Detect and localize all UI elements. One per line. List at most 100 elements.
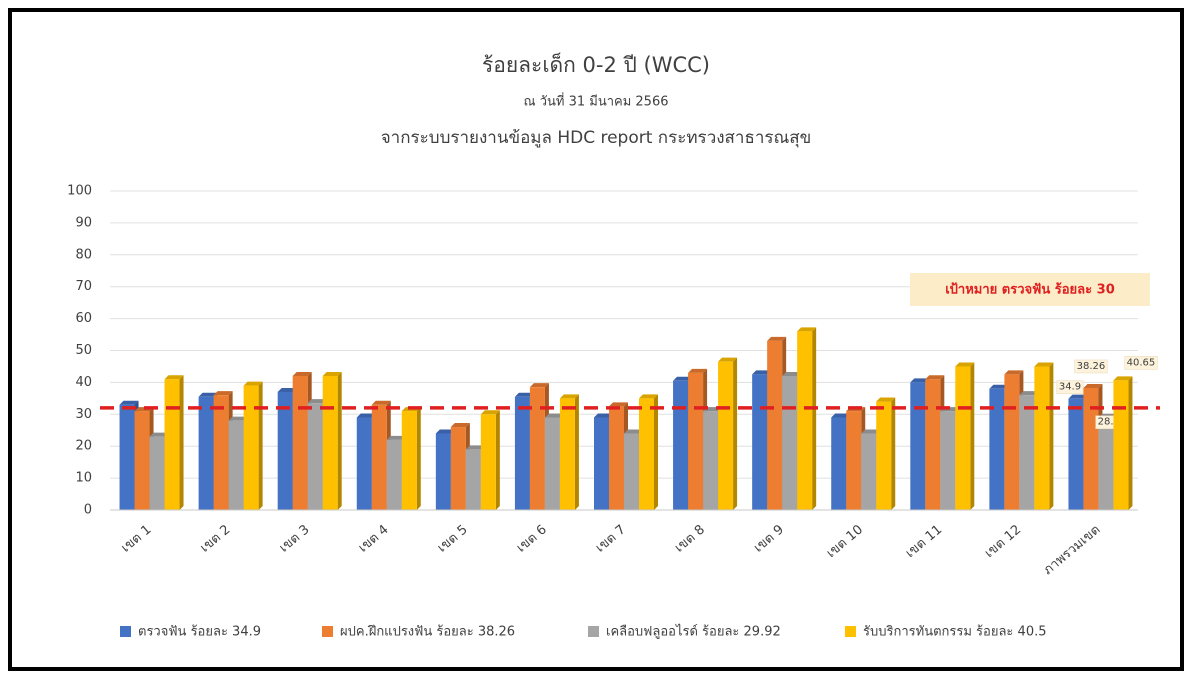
bar-top [228, 416, 248, 421]
bar [164, 379, 180, 510]
bar [292, 376, 308, 510]
legend-swatch [322, 626, 333, 637]
bar [544, 417, 560, 510]
bar-top [514, 392, 534, 397]
data-label: 28.92 [1098, 417, 1127, 428]
bar-top [955, 362, 975, 367]
bar [1113, 380, 1129, 510]
bar [594, 417, 609, 510]
bar [718, 361, 734, 510]
bar [213, 395, 229, 510]
legend-label: ผปค.ฝึกแปรงฟัน ร้อยละ 38.26 [340, 625, 515, 640]
bar-top [910, 378, 930, 383]
bar-side [970, 362, 975, 510]
bar-top [292, 372, 312, 377]
bar-top [356, 413, 376, 418]
bar-top [371, 400, 391, 405]
chart-subtitle: ณ วันที่ 31 มีนาคม 2566 [524, 93, 669, 110]
bar [480, 414, 496, 510]
bar-top [277, 387, 297, 392]
bar-top [450, 423, 470, 428]
legend-label: รับบริการทันตกรรม ร้อยละ 40.5 [863, 625, 1047, 640]
bar [673, 380, 689, 510]
bar [831, 417, 847, 510]
legend-swatch [120, 626, 131, 637]
bar [450, 427, 466, 510]
bar-side [812, 327, 817, 510]
bar-top [594, 413, 613, 418]
data-label: 34.9 [1059, 382, 1081, 393]
y-tick-label: 20 [75, 439, 92, 454]
y-tick-label: 30 [75, 407, 92, 422]
y-tick-label: 0 [84, 503, 92, 518]
bar-top [559, 394, 579, 399]
bar-top [213, 391, 233, 396]
bar [861, 433, 877, 510]
bar [277, 391, 293, 510]
y-tick-label: 90 [75, 215, 92, 230]
bar [782, 376, 798, 510]
bar-top [1019, 391, 1039, 396]
bar-top [1068, 394, 1088, 399]
target-label-box [910, 273, 1150, 306]
bar [925, 379, 941, 510]
legend-label: เคลือบฟลูออไรด์ ร้อยละ 29.92 [606, 624, 781, 640]
bar-top [164, 375, 184, 380]
bar [989, 388, 1005, 510]
bar [228, 420, 244, 510]
bar-side [1049, 362, 1054, 510]
bar [1034, 366, 1050, 510]
bar [322, 376, 338, 510]
bar [1004, 374, 1020, 510]
bar-top [767, 336, 787, 341]
bar [1083, 387, 1099, 510]
legend-swatch [588, 626, 599, 637]
y-tick-label: 60 [75, 311, 92, 326]
bar-top [544, 413, 564, 418]
bar-top [198, 392, 218, 397]
bar-top [386, 435, 406, 440]
bar [688, 372, 704, 510]
legend-label: ตรวจฟัน ร้อยละ 34.9 [138, 625, 261, 640]
bar [386, 439, 402, 510]
bar [401, 411, 417, 510]
bar [910, 382, 926, 510]
bar [876, 401, 892, 510]
bar-side [179, 375, 184, 510]
bar [703, 411, 719, 510]
bar [435, 433, 451, 510]
y-tick-label: 80 [75, 247, 92, 262]
y-tick-label: 70 [75, 279, 92, 294]
bar [243, 385, 259, 510]
data-label-box [1056, 380, 1084, 394]
bar [940, 411, 956, 510]
bar [514, 396, 530, 510]
bar [371, 404, 387, 510]
bar-side [574, 394, 579, 510]
bar-top [639, 394, 658, 399]
bar-top [989, 384, 1009, 389]
bar-side [416, 407, 421, 510]
bar-top [307, 399, 327, 404]
bar-side [1128, 376, 1133, 510]
bar [307, 403, 323, 510]
bar [1098, 417, 1114, 510]
bar-top [718, 357, 738, 362]
y-tick-label: 100 [67, 184, 92, 199]
bar-top [831, 413, 851, 418]
bar [134, 411, 150, 510]
bar [465, 449, 481, 510]
bar [752, 374, 768, 510]
bar-top [322, 372, 342, 377]
bar [767, 340, 783, 510]
bar-top [673, 376, 693, 381]
bar-side [654, 394, 658, 510]
bar-top [529, 383, 549, 388]
bar-top [688, 368, 708, 373]
bar-side [495, 410, 500, 510]
bar [639, 398, 654, 510]
bar-top [1113, 376, 1133, 381]
bar-side [891, 397, 896, 510]
data-label-box [1074, 359, 1108, 374]
